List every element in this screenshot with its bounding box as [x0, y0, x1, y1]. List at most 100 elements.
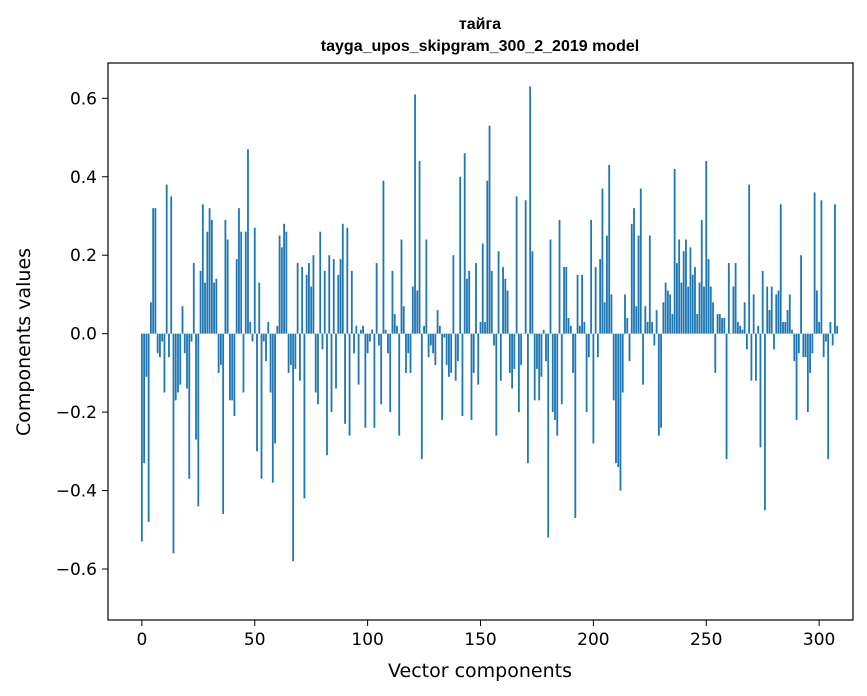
bar	[775, 294, 778, 334]
bar	[739, 325, 742, 334]
bar	[251, 333, 254, 342]
bar	[635, 306, 638, 334]
bar	[524, 200, 527, 334]
bar	[770, 286, 773, 334]
bar	[161, 333, 164, 342]
bar	[527, 333, 529, 464]
bar	[159, 333, 161, 358]
bar	[366, 333, 369, 354]
bar	[479, 321, 482, 334]
bar	[481, 243, 484, 334]
bar	[472, 333, 475, 373]
y-tick-label: 0.0	[70, 325, 97, 345]
bar	[384, 329, 387, 334]
y-tick-label: 0.4	[70, 168, 97, 188]
x-tick-label: 200	[577, 630, 609, 650]
bar	[276, 325, 279, 334]
bar	[680, 282, 683, 334]
y-tick-label: −0.2	[56, 403, 97, 423]
bar	[608, 164, 611, 334]
bar	[687, 286, 690, 334]
bar	[235, 259, 238, 334]
bar	[357, 333, 360, 385]
bar	[587, 333, 590, 358]
bar	[269, 333, 272, 393]
bar	[459, 176, 462, 334]
bar	[619, 333, 622, 491]
bar	[743, 302, 746, 334]
bar	[407, 333, 410, 354]
x-tick-label: 150	[464, 630, 496, 650]
bar	[454, 333, 457, 381]
bar	[599, 259, 602, 334]
bar	[283, 223, 285, 334]
bar	[371, 329, 374, 334]
bar	[326, 333, 328, 456]
bar	[831, 333, 834, 346]
bar	[700, 219, 703, 334]
bar	[170, 196, 173, 334]
bar	[569, 325, 572, 334]
bar	[666, 290, 669, 334]
bar	[558, 219, 561, 334]
bar	[610, 294, 613, 334]
bar	[554, 333, 556, 420]
bar	[427, 333, 430, 358]
bar	[761, 270, 764, 334]
bar	[298, 333, 301, 381]
bar	[368, 333, 371, 342]
bar	[468, 270, 471, 334]
bar	[773, 333, 775, 350]
bar	[574, 333, 577, 519]
bar	[764, 333, 766, 511]
bar	[154, 208, 157, 334]
bar	[567, 317, 570, 334]
plot-frame	[107, 62, 854, 621]
bar	[671, 314, 674, 334]
bar	[219, 333, 222, 366]
bar	[531, 251, 534, 334]
bar	[486, 180, 489, 334]
bar	[583, 321, 586, 334]
bar	[657, 333, 660, 436]
bar	[829, 321, 832, 334]
y-tick-label: −0.6	[56, 560, 97, 580]
bar	[585, 333, 588, 413]
bar	[644, 306, 647, 334]
bar	[463, 153, 466, 334]
bar	[181, 306, 184, 334]
bar	[736, 321, 739, 334]
bar	[813, 192, 816, 334]
bar	[495, 333, 498, 436]
bar	[793, 333, 796, 362]
bar	[420, 333, 423, 460]
bar	[396, 325, 398, 334]
bar	[188, 333, 191, 479]
bar	[576, 274, 579, 334]
bar	[183, 333, 186, 354]
bar	[301, 266, 304, 334]
bar	[624, 294, 626, 334]
y-tick-label: 0.2	[70, 246, 97, 266]
y-axis: −0.6 −0.4 −0.2 0.0 0.2 0.4 0.6	[56, 89, 108, 580]
bar	[594, 266, 597, 334]
bar	[177, 333, 179, 393]
bar	[669, 294, 672, 334]
bar	[240, 231, 243, 334]
bar	[834, 204, 836, 334]
bar	[168, 333, 170, 358]
bar	[215, 278, 218, 334]
bar	[323, 270, 326, 334]
bar	[312, 255, 315, 334]
bar	[578, 325, 581, 334]
bar	[350, 270, 353, 334]
bar	[732, 286, 735, 334]
bar	[303, 333, 306, 499]
bar	[140, 333, 143, 542]
bar	[572, 333, 574, 373]
bar	[707, 259, 710, 334]
bar	[673, 168, 676, 334]
bar	[208, 208, 211, 334]
bar	[662, 302, 665, 334]
bar	[493, 333, 495, 346]
